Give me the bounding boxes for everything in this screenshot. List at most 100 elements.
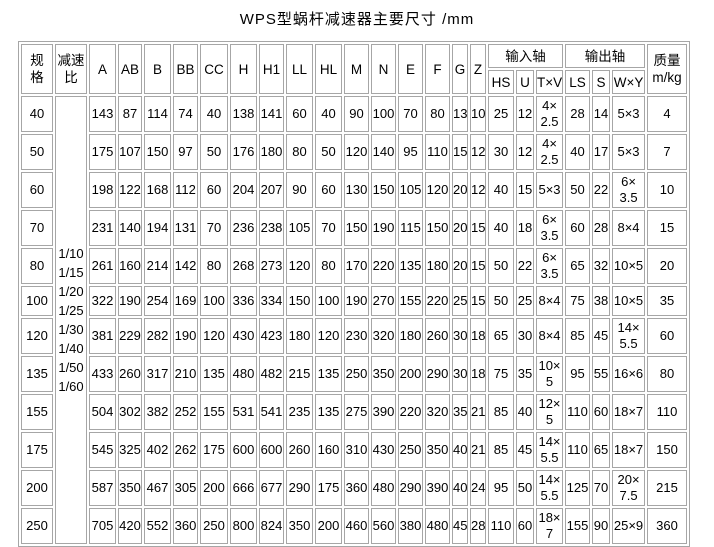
value-cell: 74	[173, 96, 198, 132]
header-output-s: S	[592, 70, 611, 94]
value-cell: 155	[200, 394, 228, 430]
value-cell: 8×4	[612, 210, 646, 246]
value-cell: 70	[398, 96, 423, 132]
value-cell: 40	[315, 96, 342, 132]
value-cell: 6× 3.5	[612, 172, 646, 208]
value-cell: 12	[516, 96, 534, 132]
value-cell: 190	[344, 286, 369, 316]
value-cell: 60	[200, 172, 228, 208]
value-cell: 390	[425, 470, 450, 506]
value-cell: 275	[344, 394, 369, 430]
value-cell: 45	[592, 318, 611, 354]
value-cell: 382	[144, 394, 171, 430]
value-cell: 12	[470, 134, 486, 170]
header-dim-m: M	[344, 44, 369, 94]
value-cell: 25	[452, 286, 468, 316]
value-cell: 390	[371, 394, 396, 430]
value-cell: 360	[173, 508, 198, 544]
value-cell: 140	[118, 210, 142, 246]
value-cell: 350	[371, 356, 396, 392]
value-cell: 229	[118, 318, 142, 354]
value-cell: 20	[452, 172, 468, 208]
value-cell: 143	[89, 96, 116, 132]
value-cell: 10×5	[612, 286, 646, 316]
value-cell: 322	[89, 286, 116, 316]
value-cell: 320	[371, 318, 396, 354]
value-cell: 320	[425, 394, 450, 430]
value-cell: 140	[371, 134, 396, 170]
value-cell: 30	[452, 318, 468, 354]
value-cell: 214	[144, 248, 171, 284]
table-body: 40 1/10 1/15 1/20 1/25 1/30 1/40 1/50 1/6…	[21, 96, 688, 544]
header-input-hs: HS	[488, 70, 514, 94]
value-cell: 350	[118, 470, 142, 506]
value-cell: 105	[398, 172, 423, 208]
spec-cell: 175	[21, 432, 53, 468]
value-cell: 541	[259, 394, 284, 430]
value-cell: 194	[144, 210, 171, 246]
value-cell: 215	[647, 470, 688, 506]
value-cell: 160	[118, 248, 142, 284]
value-cell: 282	[144, 318, 171, 354]
value-cell: 87	[118, 96, 142, 132]
value-cell: 325	[118, 432, 142, 468]
value-cell: 30	[452, 356, 468, 392]
header-dim-h: H	[230, 44, 257, 94]
value-cell: 402	[144, 432, 171, 468]
value-cell: 90	[344, 96, 369, 132]
value-cell: 20	[647, 248, 688, 284]
header-output-shaft: 输出轴	[565, 44, 646, 68]
value-cell: 705	[89, 508, 116, 544]
value-cell: 40	[488, 172, 514, 208]
table-row: 100 322 190 254 169 100 336 334 150 100 190 270 155 2…	[21, 286, 688, 316]
value-cell: 110	[647, 394, 688, 430]
value-cell: 105	[286, 210, 313, 246]
value-cell: 155	[398, 286, 423, 316]
value-cell: 15	[452, 134, 468, 170]
value-cell: 75	[488, 356, 514, 392]
value-cell: 260	[118, 356, 142, 392]
value-cell: 110	[565, 394, 591, 430]
value-cell: 80	[315, 248, 342, 284]
table-row: 175 545 325 402 262 175 600 600 260 160 310 430 250 3…	[21, 432, 688, 468]
value-cell: 120	[286, 248, 313, 284]
value-cell: 65	[565, 248, 591, 284]
value-cell: 268	[230, 248, 257, 284]
value-cell: 21	[470, 394, 486, 430]
value-cell: 350	[286, 508, 313, 544]
value-cell: 220	[425, 286, 450, 316]
table-row: 155 504 302 382 252 155 531 541 235 135 275 390 220 3…	[21, 394, 688, 430]
value-cell: 380	[398, 508, 423, 544]
value-cell: 7	[647, 134, 688, 170]
value-cell: 587	[89, 470, 116, 506]
header-mass: 质量 m/kg	[647, 44, 688, 94]
value-cell: 135	[315, 356, 342, 392]
spec-cell: 155	[21, 394, 53, 430]
value-cell: 482	[259, 356, 284, 392]
header-input-shaft: 输入轴	[488, 44, 564, 68]
value-cell: 50	[488, 286, 514, 316]
table-row: 135 433 260 317 210 135 480 482 215 135 250 350 200 2…	[21, 356, 688, 392]
header-dim-bb: BB	[173, 44, 198, 94]
header-dim-h1: H1	[259, 44, 284, 94]
value-cell: 40	[200, 96, 228, 132]
table-row: 250 705 420 552 360 250 800 824 350 200 460 560 380 4…	[21, 508, 688, 544]
table-row: 70 231 140 194 131 70 236 238 105 70 150 190 115 150 2…	[21, 210, 688, 246]
value-cell: 170	[344, 248, 369, 284]
value-cell: 15	[470, 210, 486, 246]
value-cell: 20	[452, 210, 468, 246]
value-cell: 125	[565, 470, 591, 506]
value-cell: 254	[144, 286, 171, 316]
header-dim-a: A	[89, 44, 116, 94]
value-cell: 135	[398, 248, 423, 284]
value-cell: 100	[371, 96, 396, 132]
value-cell: 190	[173, 318, 198, 354]
value-cell: 12	[470, 172, 486, 208]
value-cell: 824	[259, 508, 284, 544]
value-cell: 552	[144, 508, 171, 544]
value-cell: 20	[452, 248, 468, 284]
ratio-cell: 1/10 1/15 1/20 1/25 1/30 1/40 1/50 1/60	[55, 96, 87, 544]
value-cell: 18×7	[612, 432, 646, 468]
value-cell: 250	[200, 508, 228, 544]
value-cell: 95	[488, 470, 514, 506]
